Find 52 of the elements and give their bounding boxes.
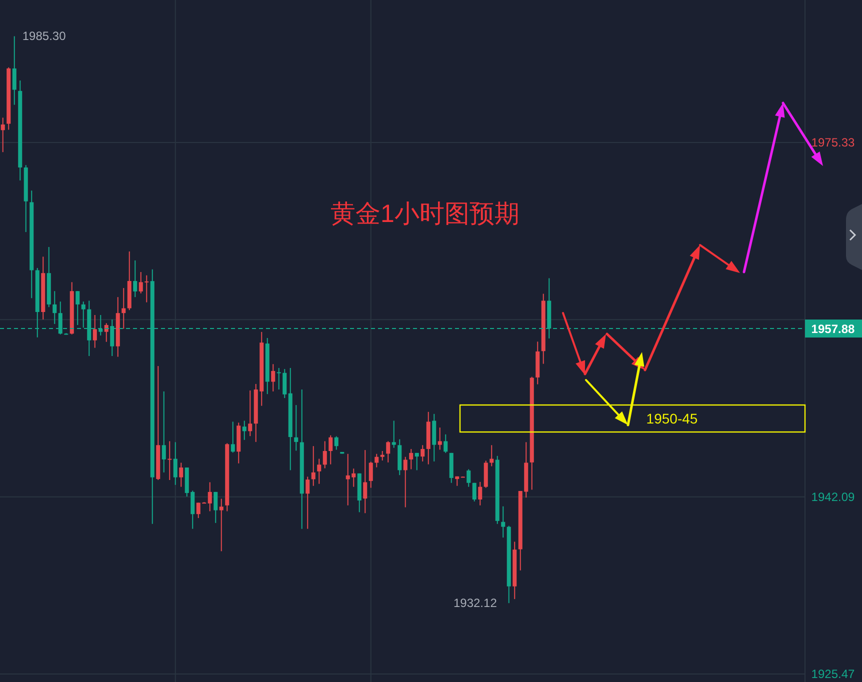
candlestick [466,468,471,488]
candlestick [322,440,327,469]
candlestick [230,421,235,454]
candlestick [501,506,506,538]
candlestick [334,436,338,450]
candlestick [168,440,172,480]
y-tick-label: 1925.47 [811,667,856,681]
candlestick [414,452,419,471]
text: 黄金1小时图预期 [330,200,520,228]
candlestick [52,290,57,324]
candlestick [162,390,166,473]
candlestick [438,427,442,450]
candlestick [214,491,218,524]
candlestick [173,442,178,486]
candlestick [276,367,281,390]
candlestick [444,434,448,454]
candlestick [179,462,184,488]
candlestick [133,260,138,298]
y-tick-label: 1942.09 [811,490,856,504]
candlestick [386,440,390,463]
annotation: 1950-45 [646,410,698,426]
candlestick [380,450,384,461]
candlestick [0,117,5,153]
candlestick [271,364,276,392]
candlestick [282,368,287,399]
candlestick [363,450,368,514]
candlestick [311,446,316,486]
candlestick [242,420,246,440]
candlestick [328,434,333,465]
candlestick [248,390,252,437]
candlestick [306,476,310,530]
candlestick [81,301,86,328]
candlestick [317,458,322,484]
candlestick [208,482,212,512]
ref-line-label: 1957.88 [811,322,856,336]
candlestick [368,461,373,488]
candlestick [92,314,97,348]
candlestick [478,481,482,506]
candlestick [409,448,414,470]
candlestick [219,498,224,552]
candlestick [374,453,379,468]
y-tick-label: 1975.33 [811,136,856,150]
candlestick [294,404,298,452]
candlestick [472,482,476,502]
candlestick [12,36,16,106]
candlestick [76,290,80,326]
candlestick [392,420,396,448]
annotation: 1985.30 [22,29,66,44]
candlestick [122,288,126,330]
candlestick [420,444,425,462]
annotation: 1932.12 [453,596,498,610]
candlestick [403,456,408,508]
